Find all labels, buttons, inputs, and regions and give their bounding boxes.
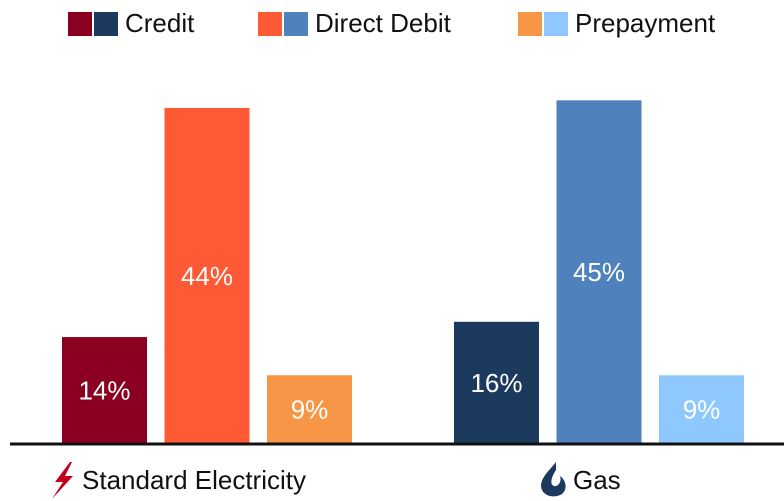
- legend-swatch: [258, 12, 282, 36]
- category-label: Standard Electricity: [82, 465, 306, 495]
- legend-swatch: [68, 12, 92, 36]
- bar: [659, 375, 744, 444]
- legend-label: Prepayment: [575, 8, 716, 38]
- bar: [556, 100, 642, 445]
- value-label: 45%: [573, 257, 625, 287]
- legend-swatch: [94, 12, 118, 36]
- bar: [164, 107, 250, 445]
- electricity-icon: [52, 462, 73, 499]
- value-label: 14%: [78, 375, 130, 405]
- value-label: 44%: [181, 261, 233, 291]
- bar: [62, 337, 147, 444]
- bar: [454, 321, 539, 444]
- legend-label: Direct Debit: [315, 8, 452, 38]
- value-label: 9%: [683, 395, 721, 425]
- value-label: 16%: [470, 368, 522, 398]
- gas-icon: [541, 462, 566, 497]
- bar: [267, 375, 352, 444]
- value-label: 9%: [291, 395, 329, 425]
- legend-swatch: [518, 12, 542, 36]
- legend-label: Credit: [125, 8, 195, 38]
- category-label: Gas: [573, 465, 621, 495]
- legend-swatch: [284, 12, 308, 36]
- legend-swatch: [544, 12, 568, 36]
